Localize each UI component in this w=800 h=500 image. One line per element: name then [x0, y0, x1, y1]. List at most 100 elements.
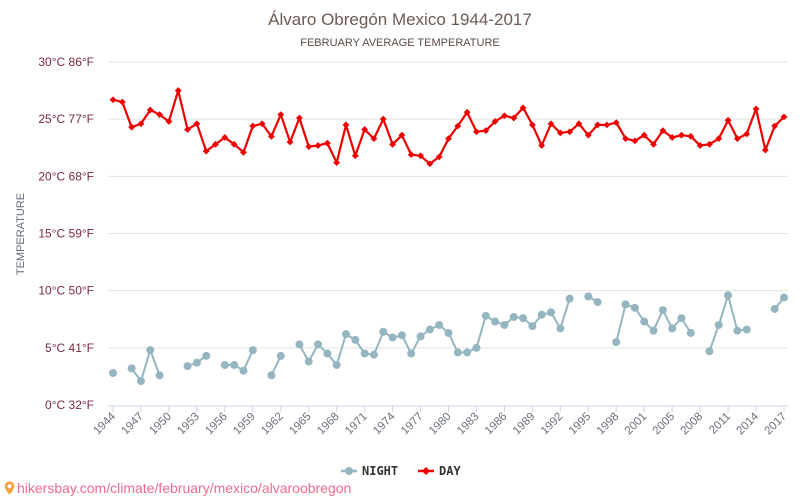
data-point-night	[407, 349, 416, 358]
data-point-day	[118, 98, 126, 106]
x-tick-label: 1998	[595, 411, 622, 438]
data-point-night	[220, 360, 229, 369]
data-point-night	[248, 346, 257, 355]
x-tick-label: 1953	[175, 411, 202, 438]
data-point-day	[687, 132, 695, 140]
data-point-night	[304, 357, 313, 366]
data-point-night	[332, 360, 341, 369]
data-point-night	[109, 368, 117, 377]
data-point-day	[501, 112, 508, 120]
footer-link[interactable]: hikersbay.com/climate/february/mexico/al…	[17, 480, 352, 496]
data-point-night	[314, 340, 323, 349]
x-tick-label: 1983	[455, 411, 482, 438]
x-tick-label: 1950	[147, 411, 174, 438]
data-point-night	[770, 304, 779, 313]
y-tick-label: 15°C 59°F	[38, 227, 94, 241]
data-point-day	[482, 127, 490, 134]
data-point-day	[715, 135, 723, 143]
x-tick-label: 1947	[119, 411, 146, 438]
series-line-day	[112, 89, 785, 165]
data-point-night	[481, 311, 490, 320]
data-point-night	[565, 294, 574, 303]
data-point-night	[509, 312, 518, 321]
data-point-day	[696, 142, 704, 149]
data-point-day	[538, 142, 546, 149]
data-point-day	[566, 128, 574, 136]
data-point-day	[771, 122, 779, 130]
data-point-day	[678, 131, 685, 139]
legend-label: NIGHT	[362, 464, 398, 478]
chart-title: Álvaro Obregón Mexico 1944-2017	[268, 10, 532, 29]
data-point-day	[761, 146, 769, 154]
x-tick-label: 2001	[623, 411, 650, 438]
data-point-day	[556, 129, 564, 137]
data-point-day	[240, 148, 247, 156]
data-point-night	[435, 320, 444, 329]
data-point-night	[491, 317, 500, 326]
series-line-night	[615, 303, 692, 343]
data-point-day	[258, 120, 266, 128]
data-point-night	[649, 326, 658, 335]
x-tick-label: 1965	[287, 411, 314, 438]
data-point-day	[193, 120, 201, 128]
y-axis-ticks: 0°C 32°F 5°C 41°F 10°C 50°F 15°C 59°F 20°C 6…	[38, 55, 94, 412]
x-tick-label: 1962	[259, 411, 286, 438]
data-point-day	[435, 153, 443, 161]
data-point-day	[417, 152, 424, 160]
x-axis: 1944 1947 1950 1953 1956 1959 1962 1965 1968 1971…	[92, 405, 789, 438]
data-point-day	[314, 142, 322, 149]
grid-lines	[108, 61, 788, 349]
data-point-day	[584, 131, 592, 139]
data-point-night	[528, 322, 537, 331]
data-point-day	[519, 104, 527, 112]
data-point-night	[621, 300, 630, 309]
legend: NIGHT DAY	[341, 464, 461, 478]
data-point-night	[183, 362, 192, 371]
legend-item-day: DAY	[418, 464, 461, 478]
data-point-day	[389, 140, 396, 148]
legend-marker-diamond	[422, 467, 430, 475]
x-tick-label: 1992	[539, 411, 566, 438]
data-point-day	[426, 160, 434, 168]
x-tick-label: 2014	[735, 410, 762, 437]
data-point-day	[249, 122, 257, 130]
data-point-day	[463, 108, 471, 116]
data-point-day	[547, 120, 555, 128]
data-point-day	[650, 140, 657, 148]
data-point-day	[295, 114, 303, 122]
data-point-night	[416, 332, 425, 341]
data-point-night	[127, 364, 136, 373]
x-tick-label: 1986	[483, 411, 510, 438]
data-point-night	[276, 351, 285, 360]
data-point-night	[584, 292, 593, 301]
data-point-day	[575, 120, 583, 128]
data-point-night	[686, 328, 695, 337]
series-line-night	[130, 349, 161, 382]
data-point-day	[174, 87, 182, 94]
series-line-night	[298, 298, 571, 366]
y-tick-label: 0°C 32°F	[45, 398, 94, 412]
data-point-day	[528, 121, 536, 129]
data-point-night	[500, 320, 509, 329]
x-tick-label: 2005	[651, 411, 678, 438]
data-point-day	[612, 119, 620, 126]
x-tick-label: 2008	[679, 411, 706, 438]
data-point-day	[156, 111, 163, 118]
x-tick-label: 2011	[707, 411, 733, 437]
data-point-day	[202, 147, 210, 155]
data-point-night	[658, 306, 667, 315]
data-point-night	[351, 335, 360, 344]
data-point-day	[230, 140, 238, 148]
data-point-night	[463, 348, 472, 357]
legend-item-night: NIGHT	[341, 464, 398, 478]
data-point-day	[640, 131, 648, 139]
data-point-night	[780, 293, 788, 302]
data-point-night	[230, 360, 239, 369]
data-point-day	[305, 143, 313, 151]
legend-label: DAY	[439, 464, 461, 478]
data-point-day	[342, 121, 350, 129]
data-point-day	[603, 121, 611, 129]
data-point-night	[724, 291, 733, 300]
data-point-day	[510, 114, 518, 122]
data-point-night	[453, 348, 462, 357]
